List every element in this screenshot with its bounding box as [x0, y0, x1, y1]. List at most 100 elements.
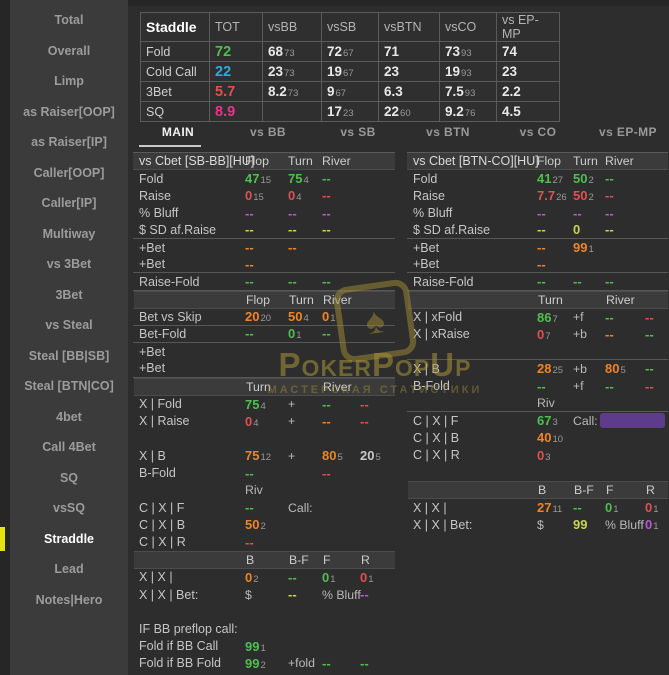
stat-row: B-Fold -- +f -- -- — [407, 378, 668, 395]
sidebar-item-overall[interactable]: Overall — [10, 36, 128, 67]
stat-value: -- — [322, 655, 331, 671]
summary-row-sq: SQ 8.9 1723 2260 9.276 4.5 — [140, 101, 560, 122]
row-label: % Bluff — [413, 206, 453, 221]
stat-value: 754 — [245, 396, 266, 412]
stat-value: 502 — [245, 517, 266, 533]
sidebar-items: Total Overall Limp as Raiser[OOP] as Raiser[… — [0, 0, 128, 675]
stat-value: -- — [288, 205, 297, 221]
stat-row: X | X | Bet: $99 % Bluff 01 — [407, 516, 668, 533]
sidebar-item-total[interactable]: Total — [10, 5, 128, 36]
stat-value: 4010 — [537, 430, 564, 446]
sidebar-item-vs-steal[interactable]: vs Steal — [10, 310, 128, 341]
spacer-row — [133, 603, 395, 620]
sidebar-item-straddle[interactable]: Straddle — [0, 524, 128, 555]
stat-row: X | Fold 754 + -- -- — [133, 396, 395, 413]
stat-value: 2825 — [537, 361, 564, 377]
row-label: X | Fold — [139, 397, 182, 412]
stat-value: -- — [573, 500, 582, 516]
row-label: Raise — [139, 188, 171, 203]
sidebar-item-caller-ip[interactable]: Caller[IP] — [10, 188, 128, 219]
stat-row: C | X | B 502 — [133, 516, 395, 533]
stat-value: -- — [288, 587, 297, 603]
stat-value: 02 — [245, 569, 259, 585]
column-label: F — [323, 552, 331, 567]
column-label: R — [361, 552, 370, 567]
sidebar-item-call-4bet[interactable]: Call 4Bet — [10, 432, 128, 463]
row-label: C | X | R — [413, 448, 460, 463]
stat-value: -- — [605, 188, 614, 204]
summary-header-row: Staddle TOT vsBB vsSB vsBTN vsCO vs EP-MP — [140, 12, 560, 42]
tab-vs-sb[interactable]: vs SB — [340, 124, 376, 139]
sidebar-item-label: Overall — [47, 43, 91, 58]
stat-value: 01 — [322, 309, 336, 325]
stat-row: C | X | R -- — [133, 533, 395, 550]
column-label: Flop — [537, 154, 561, 168]
sidebar-item-vssq[interactable]: vsSQ — [10, 493, 128, 524]
stat-value: -- — [245, 465, 254, 481]
row-label: +Bet — [139, 257, 166, 272]
stat-value: -- — [245, 500, 254, 516]
sidebar-item-caller-oop[interactable]: Caller[OOP] — [10, 158, 128, 189]
stat-value: -- — [245, 326, 254, 342]
column-label: River — [323, 379, 352, 394]
stat-value: 01 — [645, 500, 659, 516]
sidebar-item-steal-bb-sb[interactable]: Steal [BB|SB] — [10, 341, 128, 372]
sidebar-item-vs-3bet[interactable]: vs 3Bet — [10, 249, 128, 280]
sidebar-item-as-raiser-oop[interactable]: as Raiser[OOP] — [10, 97, 128, 128]
tab-main[interactable]: MAIN — [133, 116, 223, 147]
stat-value: -- — [605, 205, 614, 221]
summary-col-vssb: vsSB — [321, 12, 379, 42]
stat-value: -- — [322, 396, 331, 412]
row-label: C | X | F — [413, 413, 459, 428]
row-label: % Bluff — [139, 206, 179, 221]
column-label: Turn — [573, 154, 598, 168]
sidebar-item-label: Caller[IP] — [41, 196, 97, 211]
sidebar-item-limp[interactable]: Limp — [10, 66, 128, 97]
summary-row-fold: Fold 72 6873 7267 71 7393 74 — [140, 41, 560, 62]
summary-row-label: Fold — [140, 41, 210, 62]
tab-vs-btn[interactable]: vs BTN — [426, 124, 470, 139]
row-label: $ SD af.Raise — [413, 222, 491, 237]
tab-vs-bb[interactable]: vs BB — [249, 124, 286, 139]
stat-row: Raise 7.726 502 -- — [407, 187, 668, 204]
stat-value: +f — [573, 379, 584, 394]
stat-row: +Bet -- 991 — [407, 239, 668, 256]
sidebar-item-notes-hero[interactable]: Notes|Hero — [10, 585, 128, 616]
stat-value: % Bluff — [605, 517, 644, 532]
selection-highlight[interactable] — [600, 413, 665, 429]
position-tabs: MAIN vs BB vs SB vs BTN vs CO vs EP-MP — [133, 116, 669, 147]
sidebar-item-lead[interactable]: Lead — [10, 554, 128, 585]
summary-value: 7.593 — [439, 81, 497, 102]
stat-value: -- — [605, 171, 614, 187]
summary-row-cold-call: Cold Call 22 2373 1967 23 1993 23 — [140, 61, 560, 82]
stat-value: +fold — [288, 656, 316, 671]
tab-vs-ep-mp[interactable]: vs EP-MP — [599, 124, 657, 139]
summary-value: 1723 — [321, 101, 379, 122]
stat-value: + — [288, 448, 296, 463]
tab-vs-co[interactable]: vs CO — [519, 124, 557, 139]
column-label: F — [606, 482, 614, 497]
sidebar-item-4bet[interactable]: 4bet — [10, 402, 128, 433]
stat-value: -- — [645, 326, 654, 342]
sidebar-item-sq[interactable]: SQ — [10, 463, 128, 494]
summary-value: 23 — [496, 61, 560, 82]
sidebar-item-steal-btn-co[interactable]: Steal [BTN|CO] — [10, 371, 128, 402]
stat-value: -- — [360, 655, 369, 671]
sidebar-item-3bet[interactable]: 3Bet — [10, 280, 128, 311]
summary-row-3bet: 3Bet 5.7 8.273 967 6.3 7.593 2.2 — [140, 81, 560, 102]
row-label: Bet vs Skip — [139, 309, 202, 324]
sidebar-item-multiway[interactable]: Multiway — [10, 219, 128, 250]
row-label: X | X | Bet: — [139, 587, 199, 602]
sidebar-item-label: Steal [BTN|CO] — [24, 379, 114, 394]
stat-value: -- — [245, 222, 254, 238]
stat-row: IF BB preflop call: — [133, 620, 395, 637]
summary-value: 9.276 — [439, 101, 497, 122]
panel-vs-cbet-sb-bb: vs Cbet [SB-BB][HU] Flop Turn River Fold 4715… — [133, 152, 395, 672]
stat-row: C | X | B 4010 — [407, 429, 668, 446]
spacer-row — [407, 464, 668, 481]
sidebar-item-label: 3Bet — [55, 287, 83, 302]
row-label: +Bet — [413, 240, 440, 255]
column-label: B — [246, 552, 255, 567]
sidebar-item-as-raiser-ip[interactable]: as Raiser[IP] — [10, 127, 128, 158]
column-header-row: Flop Turn River — [134, 290, 395, 309]
